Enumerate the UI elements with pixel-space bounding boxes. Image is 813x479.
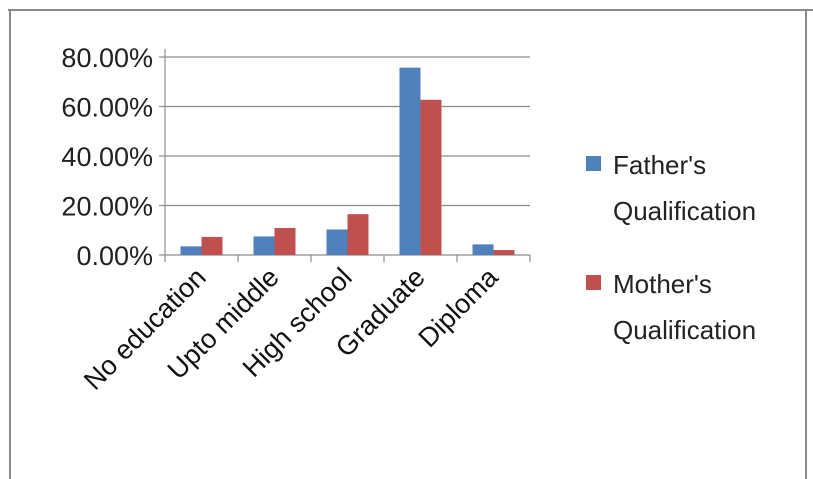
y-tick-label: 40.00% [61, 142, 153, 172]
y-tick-label: 80.00% [61, 43, 153, 73]
bar [420, 99, 442, 255]
legend-swatch [586, 275, 601, 290]
bar [347, 214, 369, 255]
bar [326, 229, 348, 255]
legend-label: Mother's [613, 269, 712, 299]
bars [180, 67, 515, 255]
x-category-label: Diploma [412, 261, 504, 353]
legend: Father's Qualification Mother's Qualificati… [586, 150, 756, 345]
bar [472, 244, 494, 255]
legend-swatch [586, 156, 601, 171]
y-tick-label: 60.00% [61, 93, 153, 123]
bar [274, 228, 296, 255]
bar [201, 236, 223, 255]
gridlines [165, 56, 530, 207]
legend-label: Qualification [613, 196, 756, 226]
y-tick-label: 20.00% [61, 192, 153, 222]
legend-label: Qualification [613, 315, 756, 345]
legend-label: Father's [613, 150, 706, 180]
bar [253, 236, 275, 255]
bar [399, 67, 421, 255]
bar [493, 250, 515, 255]
y-tick-label: 0.00% [76, 241, 153, 271]
bar [180, 246, 202, 255]
